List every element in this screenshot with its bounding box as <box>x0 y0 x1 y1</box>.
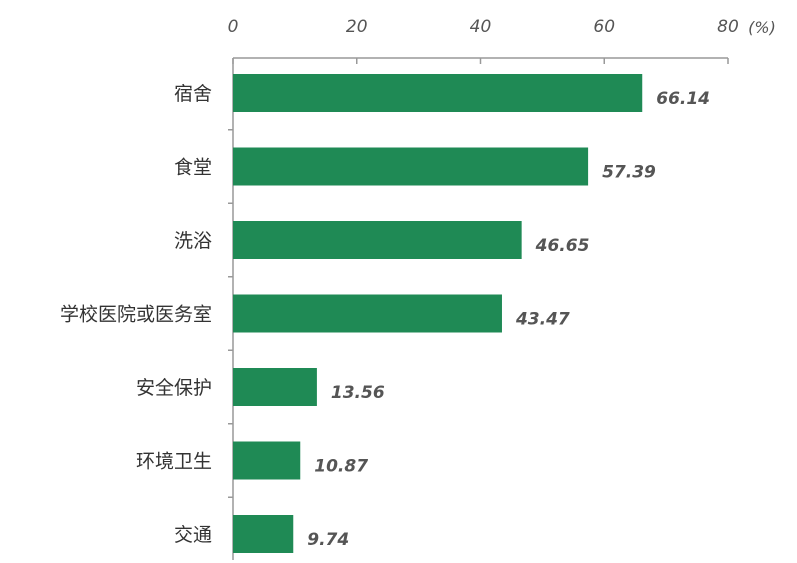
value-label: 46.65 <box>535 236 590 256</box>
value-label: 43.47 <box>515 310 570 330</box>
category-label: 学校医院或医务室 <box>60 304 212 326</box>
category-label: 安全保护 <box>136 377 212 399</box>
bar <box>233 74 643 112</box>
category-label: 洗浴 <box>174 230 212 252</box>
bar <box>233 147 589 186</box>
x-tick-label: 40 <box>470 17 492 37</box>
x-tick-label: 60 <box>593 17 615 37</box>
x-axis-unit-label: (%) <box>748 18 776 37</box>
x-ticks: 0 20 40 60 80 <box>228 17 739 64</box>
x-tick-label: 20 <box>346 17 368 37</box>
value-label: 9.74 <box>307 530 349 550</box>
bar <box>233 441 301 480</box>
value-label: 66.14 <box>656 89 710 109</box>
x-tick-label: 80 <box>717 17 739 37</box>
bar <box>233 294 502 333</box>
x-tick-label: 0 <box>228 17 239 37</box>
bars <box>233 74 643 553</box>
bar <box>233 368 317 406</box>
category-label: 环境卫生 <box>136 451 212 473</box>
value-label: 10.87 <box>314 457 368 477</box>
value-label: 57.39 <box>602 163 656 183</box>
bar <box>233 515 294 553</box>
category-label: 宿舍 <box>174 83 212 105</box>
value-labels: 66.14 57.39 46.65 43.47 13.56 10.87 9.74 <box>307 89 710 550</box>
category-label: 交通 <box>174 524 212 546</box>
value-label: 13.56 <box>331 383 385 403</box>
bar <box>233 221 522 259</box>
category-label: 食堂 <box>174 157 212 179</box>
y-ticks <box>228 129 233 498</box>
axes: 0 20 40 60 80 (%) <box>228 17 776 560</box>
